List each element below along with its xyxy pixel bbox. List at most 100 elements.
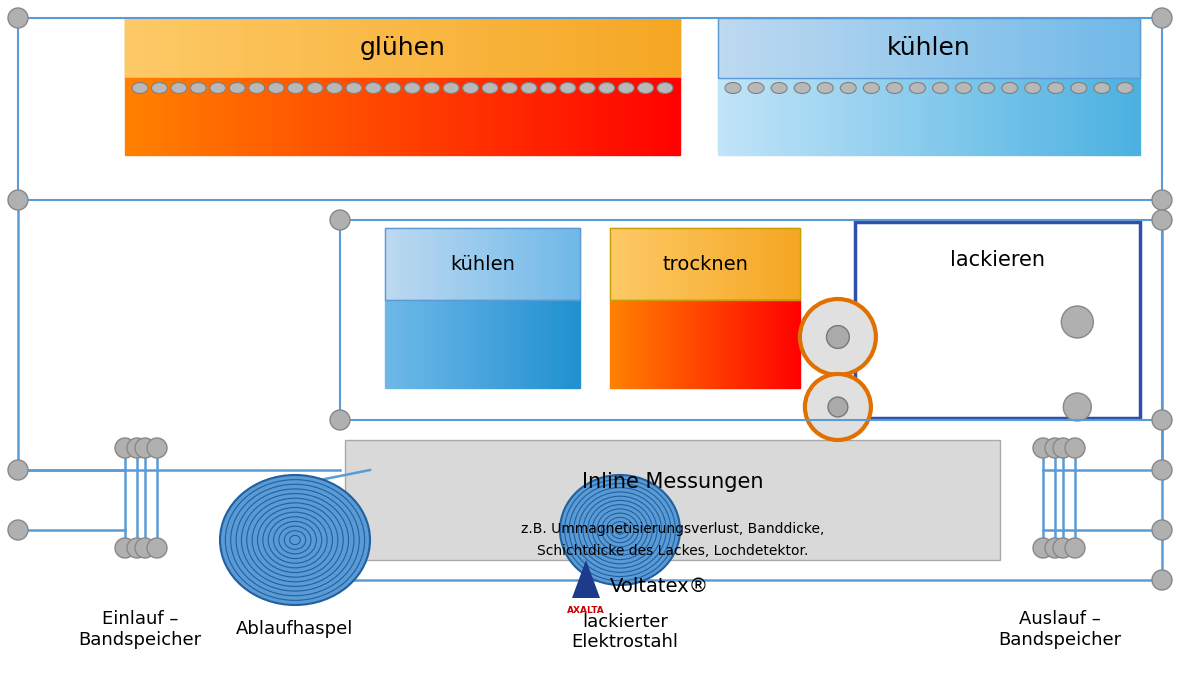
- Circle shape: [134, 438, 155, 458]
- Bar: [731, 300, 733, 388]
- Bar: [702, 228, 706, 300]
- Bar: [574, 228, 577, 300]
- Bar: [887, 18, 894, 78]
- Bar: [245, 78, 254, 155]
- Bar: [692, 228, 696, 300]
- Circle shape: [330, 410, 350, 430]
- Circle shape: [1054, 538, 1073, 558]
- Bar: [623, 300, 626, 388]
- Bar: [551, 228, 554, 300]
- Bar: [908, 18, 914, 78]
- Bar: [347, 18, 356, 78]
- Bar: [577, 300, 580, 388]
- Bar: [395, 300, 398, 388]
- Bar: [346, 440, 1000, 560]
- Ellipse shape: [248, 82, 265, 94]
- Bar: [1112, 78, 1118, 155]
- Bar: [1020, 18, 1027, 78]
- Bar: [648, 228, 652, 300]
- Circle shape: [8, 460, 28, 480]
- Bar: [125, 18, 680, 78]
- Bar: [449, 18, 458, 78]
- Bar: [245, 18, 254, 78]
- Bar: [347, 78, 356, 155]
- Bar: [1000, 78, 1007, 155]
- Bar: [766, 228, 768, 300]
- Bar: [152, 78, 162, 155]
- Bar: [499, 300, 502, 388]
- Bar: [414, 228, 418, 300]
- Bar: [901, 78, 908, 155]
- Ellipse shape: [637, 82, 654, 94]
- Bar: [797, 300, 800, 388]
- Bar: [796, 78, 803, 155]
- Bar: [152, 18, 162, 78]
- Ellipse shape: [288, 82, 304, 94]
- Ellipse shape: [599, 82, 614, 94]
- Bar: [1076, 18, 1084, 78]
- Bar: [427, 300, 431, 388]
- Ellipse shape: [1025, 82, 1040, 94]
- Bar: [922, 78, 929, 155]
- Bar: [496, 300, 499, 388]
- Bar: [450, 228, 454, 300]
- Bar: [1027, 78, 1034, 155]
- Bar: [677, 228, 679, 300]
- Bar: [476, 228, 479, 300]
- Bar: [950, 78, 958, 155]
- Bar: [449, 78, 458, 155]
- Bar: [236, 78, 245, 155]
- Bar: [964, 18, 971, 78]
- Bar: [768, 300, 772, 388]
- Bar: [1084, 18, 1091, 78]
- Bar: [746, 228, 749, 300]
- Bar: [412, 78, 421, 155]
- Bar: [162, 18, 172, 78]
- Bar: [557, 228, 560, 300]
- Bar: [733, 300, 737, 388]
- Bar: [310, 78, 319, 155]
- Bar: [635, 300, 638, 388]
- Bar: [1118, 78, 1126, 155]
- Ellipse shape: [560, 475, 680, 585]
- Bar: [658, 300, 661, 388]
- Bar: [310, 18, 319, 78]
- Text: Voltatex®: Voltatex®: [610, 576, 709, 595]
- Text: Elektrostahl: Elektrostahl: [571, 633, 678, 651]
- Bar: [456, 300, 460, 388]
- Bar: [469, 228, 473, 300]
- Text: AXALTA: AXALTA: [568, 606, 605, 615]
- Bar: [706, 228, 708, 300]
- Bar: [661, 300, 664, 388]
- Bar: [274, 18, 282, 78]
- Bar: [746, 300, 749, 388]
- Bar: [679, 228, 683, 300]
- Ellipse shape: [580, 82, 595, 94]
- Bar: [865, 78, 872, 155]
- Bar: [791, 300, 793, 388]
- Bar: [421, 18, 431, 78]
- Bar: [570, 228, 574, 300]
- Bar: [852, 78, 859, 155]
- Bar: [515, 300, 518, 388]
- Circle shape: [1152, 210, 1172, 230]
- Bar: [610, 300, 613, 388]
- Ellipse shape: [1117, 82, 1133, 94]
- Bar: [661, 18, 671, 78]
- Text: z.B. Ummagnetisierungsverlust, Banddicke,
Schichtdicke des Lackes, Lochdetektor.: z.B. Ummagnetisierungsverlust, Banddicke…: [521, 522, 824, 558]
- Bar: [1126, 78, 1133, 155]
- Bar: [743, 300, 746, 388]
- Bar: [460, 300, 463, 388]
- Text: lackieren: lackieren: [950, 250, 1045, 270]
- Circle shape: [1152, 8, 1172, 28]
- Text: Auslauf –
Bandspeicher: Auslauf – Bandspeicher: [998, 610, 1122, 649]
- Bar: [431, 228, 433, 300]
- Bar: [664, 300, 667, 388]
- Bar: [509, 300, 511, 388]
- Bar: [144, 18, 152, 78]
- Bar: [784, 228, 787, 300]
- Bar: [570, 300, 574, 388]
- Bar: [511, 228, 515, 300]
- Bar: [1056, 18, 1063, 78]
- Bar: [880, 78, 887, 155]
